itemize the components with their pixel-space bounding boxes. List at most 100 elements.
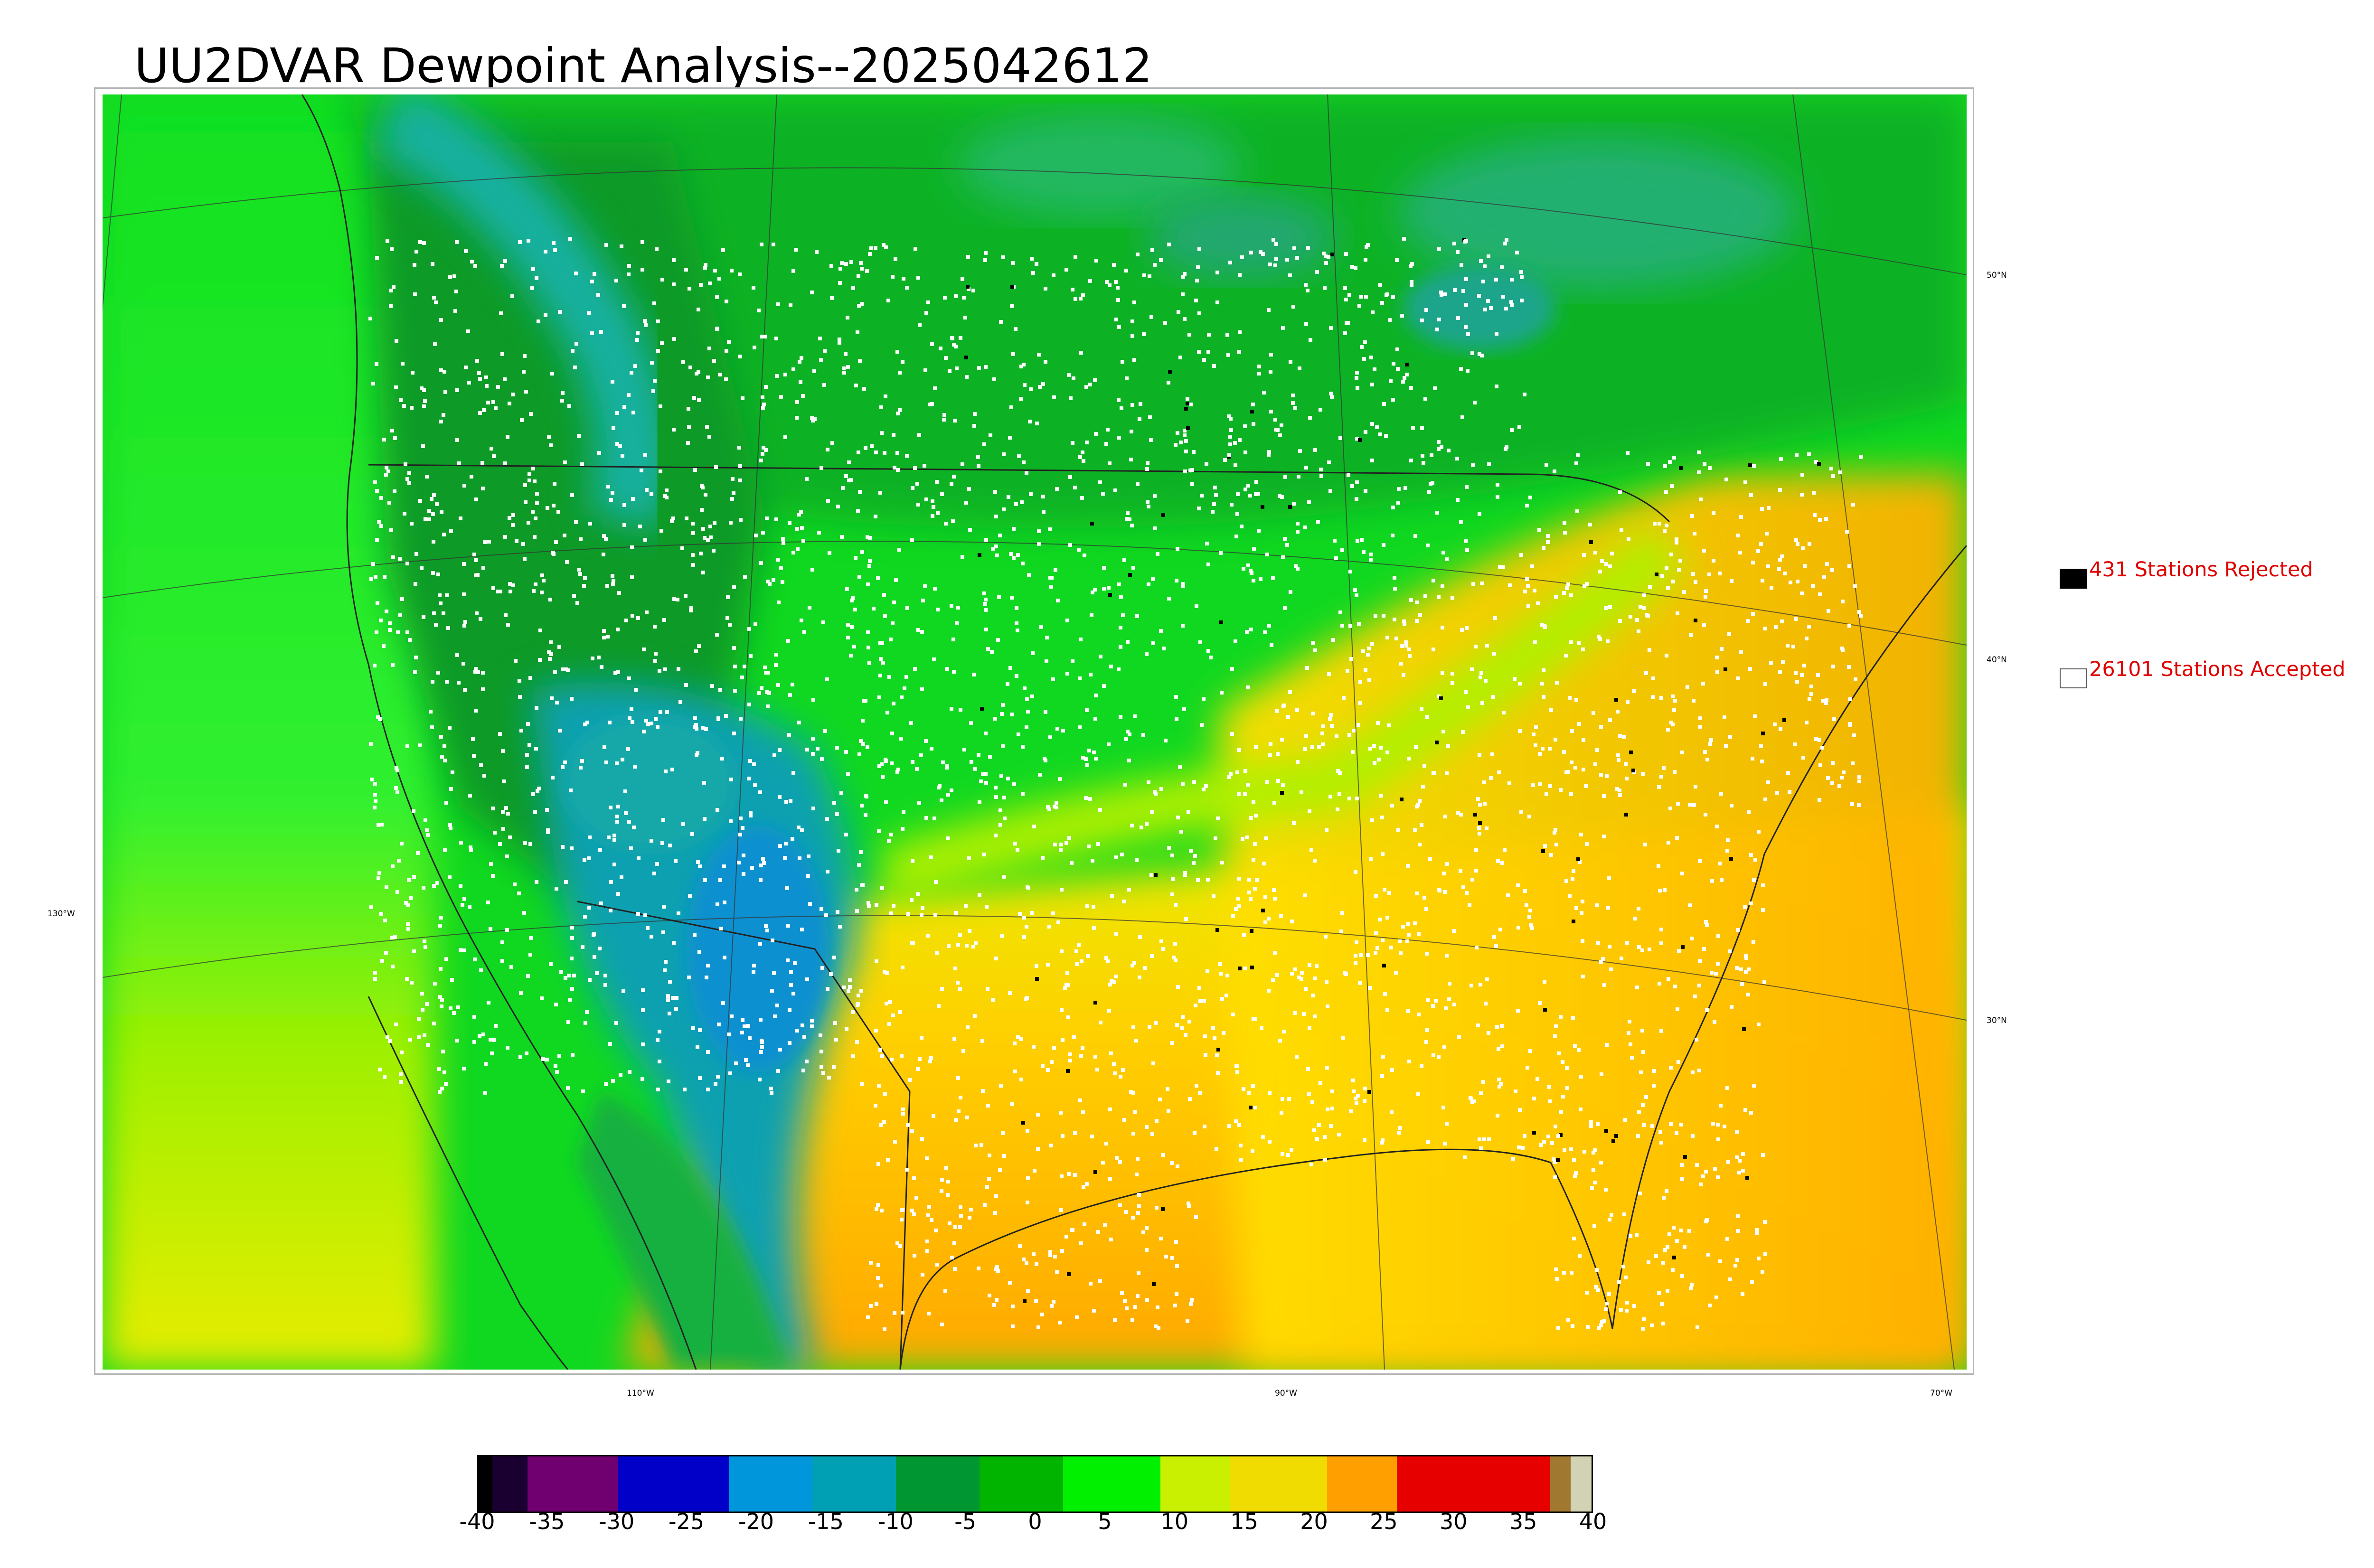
accepted-station-marker: [1747, 810, 1751, 814]
accepted-station-marker: [1026, 1201, 1029, 1204]
accepted-station-marker: [641, 988, 645, 992]
accepted-station-marker: [437, 1067, 441, 1071]
accepted-station-marker: [958, 987, 962, 991]
accepted-station-marker: [964, 501, 968, 505]
accepted-station-marker: [1519, 270, 1523, 274]
accepted-station-marker: [1249, 628, 1253, 631]
accepted-station-marker: [1456, 316, 1460, 320]
accepted-station-marker: [660, 278, 664, 282]
accepted-station-marker: [1534, 725, 1538, 729]
accepted-station-marker: [1297, 976, 1301, 979]
accepted-station-marker: [1583, 1150, 1586, 1154]
accepted-station-marker: [1102, 587, 1106, 591]
accepted-station-marker: [1540, 682, 1544, 685]
accepted-station-marker: [1156, 552, 1159, 556]
accepted-station-marker: [566, 1086, 570, 1090]
accepted-station-marker: [654, 717, 658, 721]
rejected-station-marker: [1168, 370, 1172, 374]
accepted-station-marker: [1179, 830, 1183, 834]
accepted-station-marker: [612, 579, 615, 583]
accepted-station-marker: [1665, 654, 1668, 657]
accepted-station-marker: [716, 902, 719, 906]
accepted-station-marker: [1595, 1268, 1599, 1272]
accepted-station-marker: [506, 1046, 509, 1050]
accepted-station-marker: [1079, 297, 1083, 300]
accepted-station-marker: [1130, 1318, 1134, 1322]
accepted-station-marker: [1484, 1002, 1488, 1005]
accepted-station-marker: [844, 352, 848, 356]
accepted-station-marker: [883, 614, 887, 618]
accepted-station-marker: [951, 638, 955, 641]
rejected-station-marker: [1249, 1106, 1253, 1109]
accepted-station-marker: [1104, 956, 1108, 960]
accepted-station-marker: [905, 1168, 909, 1172]
accepted-station-marker: [1630, 1056, 1634, 1060]
accepted-station-marker: [1002, 1154, 1006, 1158]
accepted-station-marker: [777, 601, 781, 604]
accepted-station-marker: [1549, 708, 1553, 712]
accepted-station-marker: [727, 1033, 731, 1036]
accepted-station-marker: [1197, 311, 1201, 315]
accepted-station-marker: [1497, 1047, 1500, 1051]
accepted-station-marker: [1000, 934, 1004, 938]
accepted-station-marker: [660, 841, 664, 845]
accepted-station-marker: [706, 538, 710, 542]
accepted-station-marker: [1561, 1095, 1565, 1099]
accepted-station-marker: [1369, 356, 1373, 359]
accepted-station-marker: [448, 823, 452, 827]
accepted-station-marker: [1821, 699, 1825, 703]
accepted-station-marker: [390, 936, 394, 939]
accepted-station-marker: [442, 413, 445, 417]
accepted-station-marker: [1025, 471, 1028, 475]
accepted-station-marker: [1363, 1099, 1366, 1103]
accepted-station-marker: [378, 1068, 382, 1071]
lon-label-110: 110°W: [627, 1389, 654, 1398]
accepted-station-marker: [1709, 738, 1713, 742]
accepted-station-marker: [808, 902, 812, 906]
accepted-station-marker: [1234, 639, 1237, 643]
accepted-station-marker: [1595, 748, 1599, 752]
accepted-station-marker: [734, 1061, 738, 1065]
accepted-station-marker: [436, 573, 440, 576]
accepted-station-marker: [1374, 614, 1377, 618]
accepted-station-marker: [1182, 707, 1186, 711]
accepted-station-marker: [1011, 1305, 1015, 1308]
accepted-station-marker: [1043, 757, 1046, 761]
accepted-station-marker: [1499, 1082, 1503, 1086]
accepted-station-marker: [1104, 442, 1108, 446]
accepted-station-marker: [859, 739, 863, 743]
accepted-station-marker: [662, 905, 666, 909]
accepted-station-marker: [1427, 490, 1431, 494]
accepted-station-marker: [1435, 328, 1439, 331]
accepted-station-marker: [1341, 1036, 1345, 1040]
accepted-station-marker: [1478, 1137, 1481, 1141]
accepted-station-marker: [911, 760, 914, 764]
accepted-station-marker: [791, 269, 795, 273]
accepted-station-marker: [406, 922, 410, 926]
accepted-station-marker: [439, 916, 443, 920]
accepted-station-marker: [910, 1209, 914, 1212]
accepted-station-marker: [1037, 542, 1041, 546]
accepted-station-marker: [1736, 1229, 1740, 1233]
rejected-station-marker: [1729, 857, 1733, 861]
accepted-station-marker: [1349, 657, 1353, 661]
rejected-station-marker: [1742, 1027, 1746, 1031]
accepted-station-marker: [1269, 410, 1273, 413]
accepted-station-marker: [1025, 725, 1028, 729]
accepted-station-marker: [1079, 1054, 1083, 1058]
accepted-station-marker: [1104, 1142, 1108, 1145]
accepted-station-marker: [1724, 478, 1728, 481]
accepted-station-marker: [844, 833, 848, 836]
accepted-station-marker: [1423, 896, 1426, 900]
accepted-station-marker: [1814, 460, 1818, 464]
accepted-station-marker: [904, 675, 908, 679]
accepted-station-marker: [443, 848, 447, 852]
accepted-station-marker: [867, 646, 870, 649]
accepted-station-marker: [1159, 939, 1163, 943]
accepted-station-marker: [1176, 431, 1179, 435]
accepted-station-marker: [1400, 644, 1404, 648]
accepted-station-marker: [529, 412, 533, 416]
accepted-station-marker: [1529, 923, 1533, 927]
accepted-station-marker: [1391, 295, 1395, 299]
accepted-station-marker: [482, 774, 486, 778]
